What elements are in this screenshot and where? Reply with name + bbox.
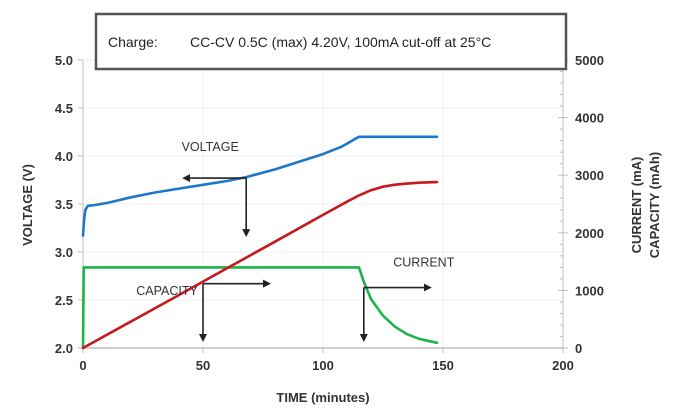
y-left-tick-label: 3.0 (55, 245, 73, 260)
annotation-label-current: CURRENT (393, 255, 454, 269)
y-right-tick-label: 1000 (575, 283, 604, 298)
grid (83, 59, 564, 348)
y-left-tick-label: 5.0 (55, 53, 73, 68)
x-tick-label: 150 (432, 358, 454, 373)
x-axis-title: TIME (minutes) (276, 390, 369, 405)
y-right-axis-title-capacity: CAPACITY (mAh) (647, 152, 662, 258)
x-tick-label: 0 (79, 358, 86, 373)
y-left-tick-label: 2.0 (55, 341, 73, 356)
chart-title-box: Charge: CC-CV 0.5C (max) 4.20V, 100mA cu… (94, 12, 568, 71)
chart-title-label: Charge: (108, 34, 158, 50)
y-left-tick-label: 4.5 (55, 101, 73, 116)
y-left-tick-label: 2.5 (55, 293, 73, 308)
axes: 0 50 100 150 200 2.0 2.5 3.0 3.5 4.0 4.5 5.0 0 1000 20… (55, 53, 604, 373)
y-right-tick-label: 2000 (575, 226, 604, 241)
chart-title-detail: CC-CV 0.5C (max) 4.20V, 100mA cut-off at… (190, 34, 491, 50)
y-right-tick-label: 4000 (575, 111, 604, 126)
y-left-tick-label: 3.5 (55, 197, 73, 212)
y-right-tick-label: 5000 (575, 53, 604, 68)
x-tick-label: 50 (196, 358, 210, 373)
y-right-axis-title-current: CURRENT (mA) (629, 157, 644, 254)
y-left-axis-title: VOLTAGE (V) (20, 164, 35, 246)
annotation-label-capacity: CAPACITY (136, 284, 198, 298)
annotations: VOLTAGE CAPACITY CURRENT (136, 140, 455, 342)
series-line-voltage (81, 135, 439, 237)
x-tick-label: 200 (552, 358, 574, 373)
series (81, 135, 439, 350)
y-left-tick-label: 4.0 (55, 149, 73, 164)
y-right-tick-label: 3000 (575, 168, 604, 183)
series-line-capacity (81, 180, 439, 350)
x-tick-label: 100 (312, 358, 334, 373)
series-line-current (81, 266, 439, 350)
annotation-label-voltage: VOLTAGE (182, 140, 239, 154)
y-right-tick-label: 0 (575, 341, 582, 356)
